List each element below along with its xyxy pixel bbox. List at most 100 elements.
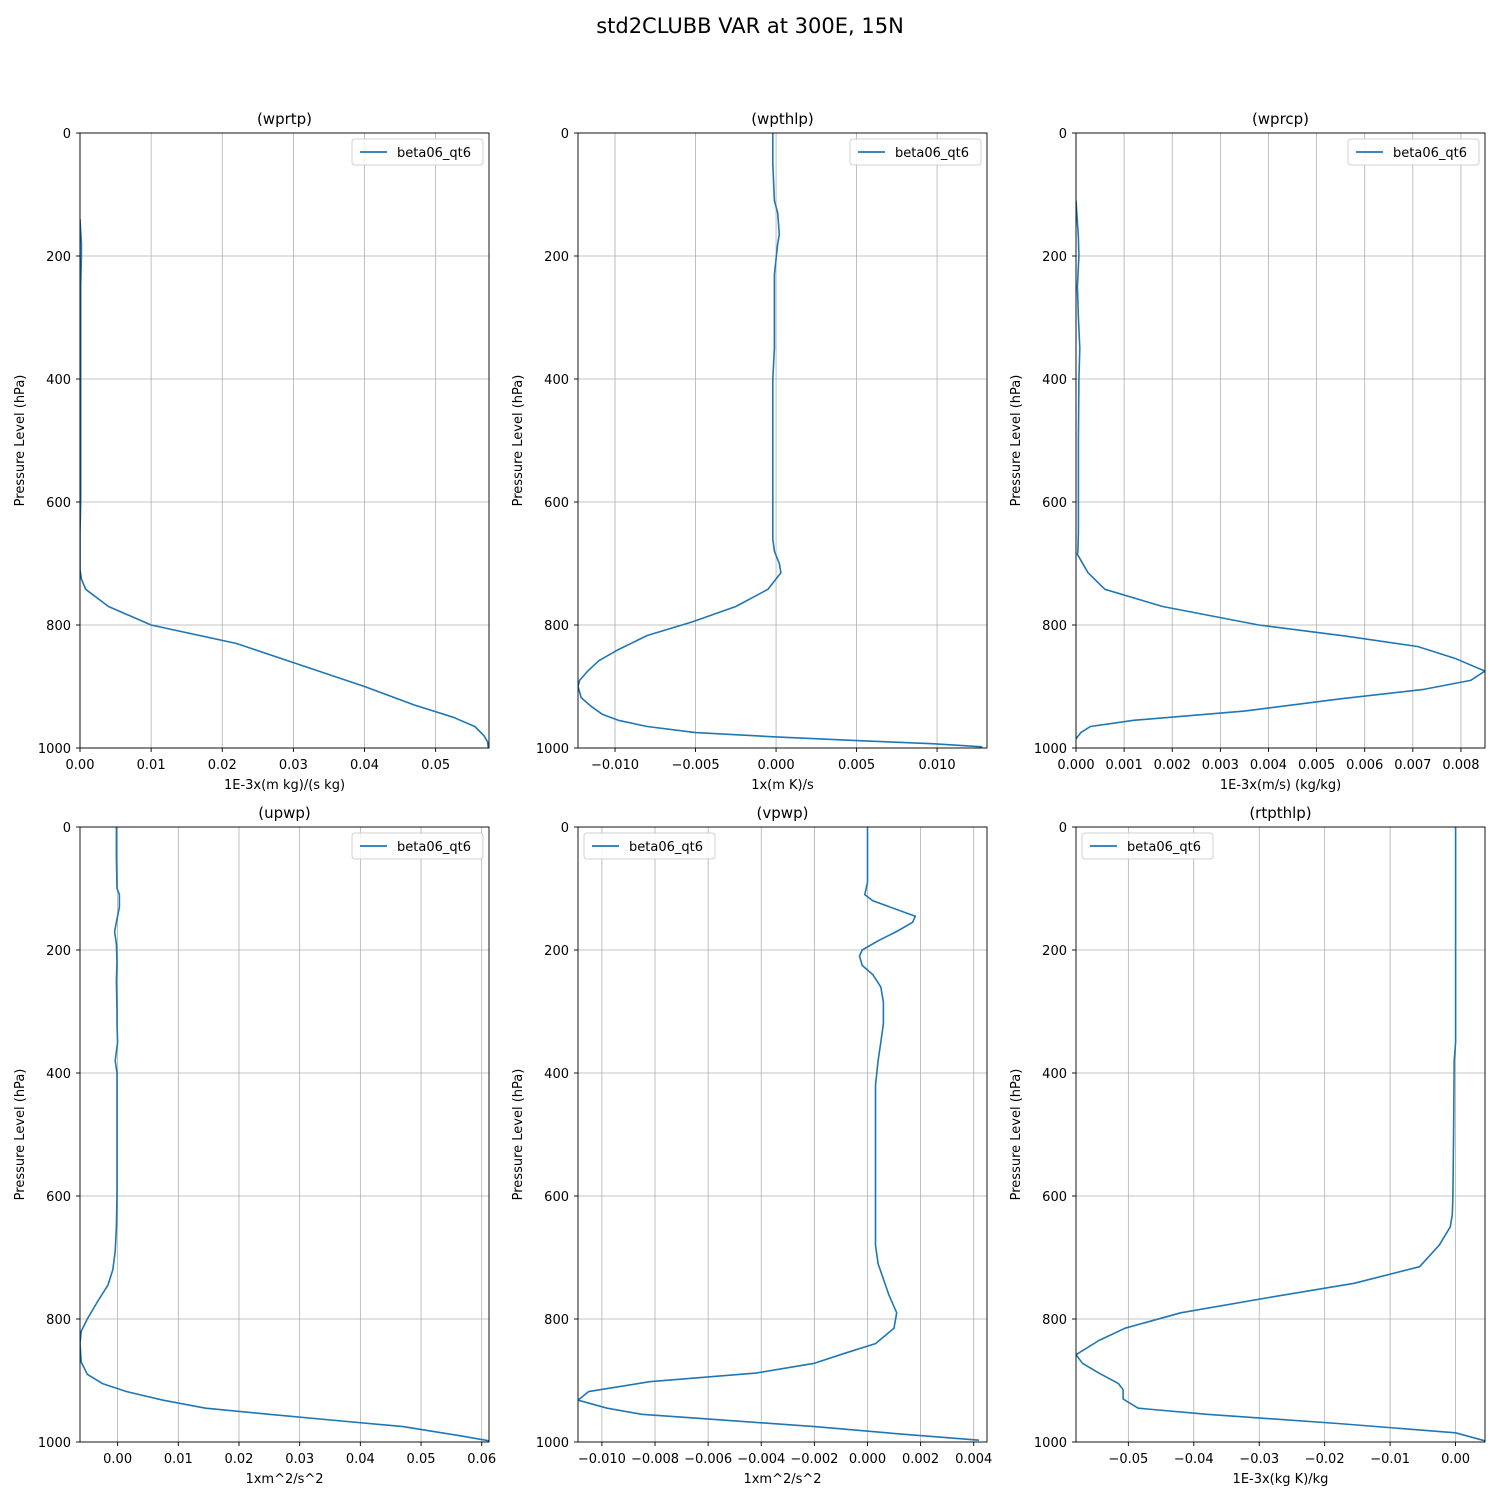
legend: beta06_qt6	[1347, 138, 1480, 166]
series-line-1	[578, 133, 983, 748]
y-tick-label: 400	[1042, 1067, 1067, 1082]
x-tick-label: −0.002	[790, 1452, 838, 1467]
x-axis-label: 1E-3x(m kg)/(s kg)	[224, 778, 345, 793]
x-tick-label: −0.006	[684, 1452, 732, 1467]
y-tick-label: 200	[1042, 250, 1067, 265]
x-tick-label: 0.004	[1250, 758, 1287, 773]
subplot-title: (vpwp)	[757, 804, 809, 822]
series-line-1	[80, 827, 489, 1442]
y-tick-label: 1000	[38, 1436, 71, 1451]
y-tick-label: 400	[1042, 373, 1067, 388]
y-tick-label: 200	[46, 944, 71, 959]
legend-label: beta06_qt6	[629, 840, 703, 855]
legend: beta06_qt6	[583, 832, 716, 860]
axes-frame	[577, 826, 988, 1443]
x-axis-label: 1xm^2/s^2	[245, 1472, 323, 1487]
y-tick-label: 400	[544, 373, 569, 388]
legend-box	[1081, 832, 1214, 860]
y-tick-label: 800	[46, 1313, 71, 1328]
x-tick-label: 0.005	[1298, 758, 1335, 773]
x-tick-label: 0.010	[918, 758, 955, 773]
x-tick-label: −0.005	[671, 758, 719, 773]
y-tick-label: 0	[1059, 821, 1067, 836]
x-tick-label: 0.002	[902, 1452, 939, 1467]
y-tick-label: 600	[544, 1190, 569, 1205]
x-tick-label: −0.008	[631, 1452, 679, 1467]
y-tick-label: 600	[46, 496, 71, 511]
y-tick-label: 0	[1059, 127, 1067, 142]
subplot-2: −0.010 −0.005 0.000 0.005 0.010 0 200 400 600 800…	[511, 110, 988, 793]
y-tick-label: 200	[544, 944, 569, 959]
y-axis-label: Pressure Level (hPa)	[13, 375, 28, 507]
x-tick-label: 0.02	[225, 1452, 254, 1467]
series-line-1	[1076, 200, 1485, 740]
axes-frame	[1075, 132, 1486, 749]
y-tick-label: 0	[561, 821, 569, 836]
x-tick-label: 0.05	[421, 758, 450, 773]
y-tick-label: 400	[544, 1067, 569, 1082]
legend-box	[583, 832, 716, 860]
subplot-title: (rtpthlp)	[1249, 804, 1311, 822]
series-line-1	[80, 219, 489, 748]
x-tick-label: 0.00	[1441, 1452, 1470, 1467]
subplot-3: 0.000 0.001 0.002 0.003 0.004 0.005 0.006 0.007…	[1009, 110, 1486, 793]
subplot-6: −0.05 −0.04 −0.03 −0.02 −0.01 0.00 0 200 400 600 8…	[1009, 804, 1486, 1487]
y-axis-label: Pressure Level (hPa)	[511, 1069, 526, 1201]
x-tick-label: 0.007	[1394, 758, 1431, 773]
y-tick-label: 1000	[536, 742, 569, 757]
x-axis-label: 1xm^2/s^2	[743, 1472, 821, 1487]
y-tick-label: 0	[63, 821, 71, 836]
x-tick-label: 0.06	[467, 1452, 496, 1467]
y-tick-label: 200	[46, 250, 71, 265]
x-tick-label: 0.002	[1154, 758, 1191, 773]
subplot-title: (upwp)	[258, 804, 311, 822]
x-tick-label: 0.001	[1106, 758, 1143, 773]
subplot-4: 0.00 0.01 0.02 0.03 0.04 0.05 0.06 0 200 400 600 80…	[13, 804, 496, 1487]
legend-label: beta06_qt6	[1393, 146, 1467, 161]
legend-label: beta06_qt6	[397, 146, 471, 161]
legend: beta06_qt6	[351, 832, 484, 860]
y-tick-label: 800	[544, 619, 569, 634]
x-tick-label: −0.010	[591, 758, 639, 773]
x-axis-label: 1x(m K)/s	[751, 778, 814, 793]
x-tick-label: −0.05	[1108, 1452, 1148, 1467]
subplot-title: (wprtp)	[257, 110, 312, 128]
legend: beta06_qt6	[1081, 832, 1214, 860]
x-tick-label: 0.01	[164, 1452, 193, 1467]
x-tick-label: 0.03	[279, 758, 308, 773]
y-axis-label: Pressure Level (hPa)	[511, 375, 526, 507]
x-tick-label: 0.006	[1346, 758, 1383, 773]
y-tick-label: 600	[1042, 1190, 1067, 1205]
x-tick-label: 0.00	[66, 758, 95, 773]
x-tick-label: −0.004	[737, 1452, 785, 1467]
x-tick-label: 0.000	[1057, 758, 1094, 773]
legend-box	[849, 138, 982, 166]
legend-box	[351, 832, 484, 860]
series-line-1	[578, 827, 980, 1441]
legend-label: beta06_qt6	[1127, 840, 1201, 855]
x-tick-label: 0.004	[955, 1452, 992, 1467]
y-tick-label: 800	[1042, 1313, 1067, 1328]
y-tick-label: 600	[46, 1190, 71, 1205]
x-tick-label: −0.02	[1305, 1452, 1345, 1467]
y-tick-label: 400	[46, 373, 71, 388]
y-tick-label: 1000	[1034, 742, 1067, 757]
x-tick-label: 0.003	[1202, 758, 1239, 773]
x-tick-label: 0.04	[350, 758, 379, 773]
x-axis-label: 1E-3x(m/s) (kg/kg)	[1220, 778, 1341, 793]
x-tick-label: 0.05	[407, 1452, 436, 1467]
x-tick-label: 0.000	[757, 758, 794, 773]
series-line-1	[1076, 827, 1485, 1442]
y-tick-label: 200	[1042, 944, 1067, 959]
subplot-1: 0.00 0.01 0.02 0.03 0.04 0.05 0 200 400 600 800 100…	[13, 110, 490, 793]
axes-frame	[79, 826, 490, 1443]
y-axis-label: Pressure Level (hPa)	[13, 1069, 28, 1201]
y-tick-label: 600	[544, 496, 569, 511]
legend-box	[1347, 138, 1480, 166]
x-tick-label: 0.02	[208, 758, 237, 773]
x-tick-label: 0.00	[103, 1452, 132, 1467]
x-tick-label: 0.03	[285, 1452, 314, 1467]
x-tick-label: 0.01	[137, 758, 166, 773]
y-axis-label: Pressure Level (hPa)	[1009, 1069, 1024, 1201]
